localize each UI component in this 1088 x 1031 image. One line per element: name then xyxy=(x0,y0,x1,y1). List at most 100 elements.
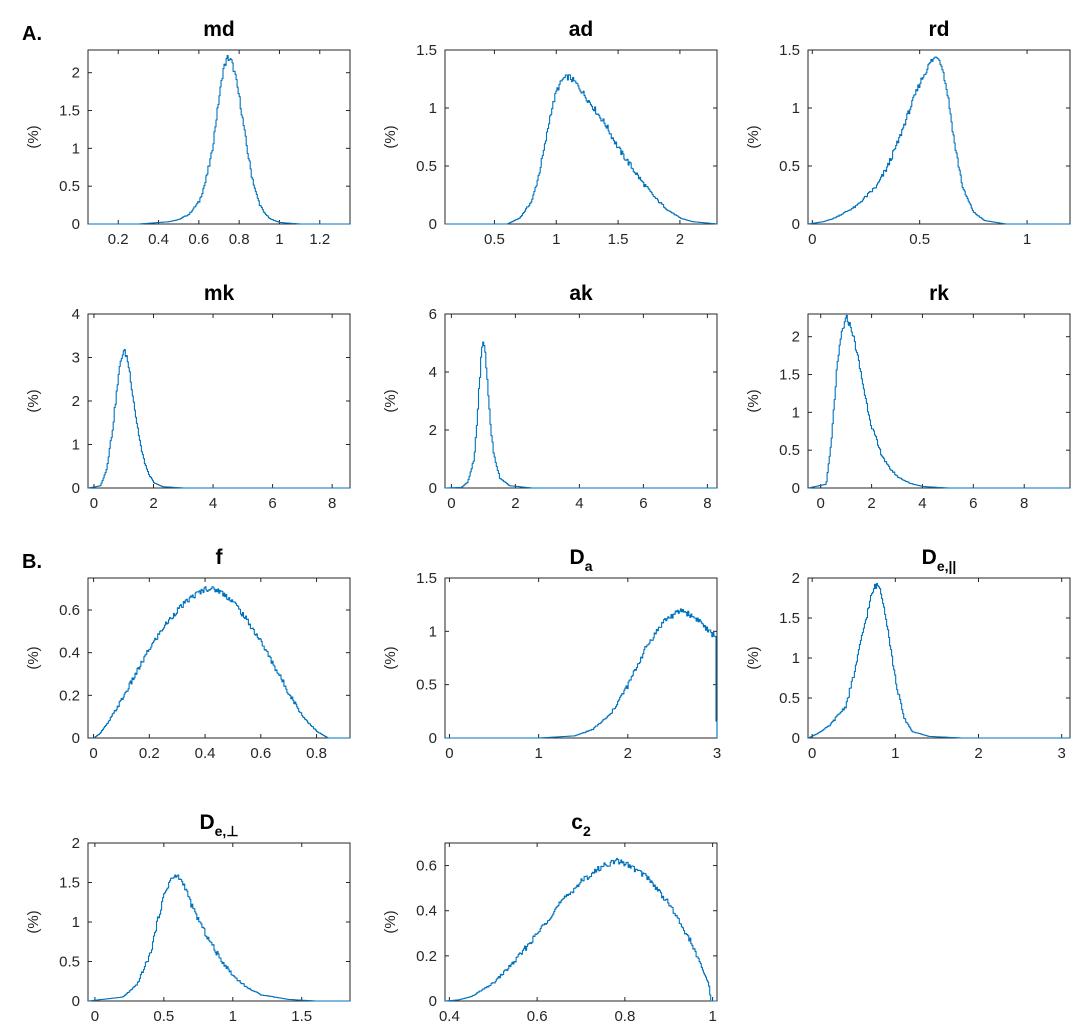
axes-box xyxy=(444,313,718,489)
y-tick-label: 2 xyxy=(429,422,437,439)
subplot-title-subscript: e,|| xyxy=(937,558,957,574)
y-tick-label: 1 xyxy=(792,404,800,421)
histogram-line-0 xyxy=(445,608,718,739)
y-axis-label: (%) xyxy=(382,646,399,669)
x-tick-label: 3 xyxy=(1058,745,1066,762)
y-axis-label: (%) xyxy=(25,389,42,412)
y-tick-label: 1 xyxy=(429,623,437,640)
y-tick-label: 0.5 xyxy=(59,954,80,971)
y-tick-label: 0 xyxy=(72,480,80,497)
x-tick-label: 8 xyxy=(328,495,336,512)
histogram-line-0 xyxy=(88,55,350,225)
subplot-title-subscript: e,⊥ xyxy=(215,823,239,839)
subplot-7: Da (%) 0 1 2 3 0 0.5 1 1.5 xyxy=(382,546,721,762)
histogram-line-0 xyxy=(445,341,717,489)
x-tick-label: 1 xyxy=(1023,231,1031,248)
x-tick-label: 1 xyxy=(229,1008,237,1025)
y-axis-label: (%) xyxy=(745,125,762,148)
axes-box xyxy=(87,577,351,739)
x-tick-label: 1.2 xyxy=(309,231,330,248)
x-tick-label: 0 xyxy=(445,745,453,762)
y-tick-label: 0.5 xyxy=(779,690,800,707)
y-axis-label: (%) xyxy=(25,910,42,933)
x-tick-label: 6 xyxy=(969,495,977,512)
axes-box xyxy=(807,49,1071,225)
histogram-line-0 xyxy=(445,74,718,225)
subplot-title: De,⊥ xyxy=(199,811,238,839)
y-tick-label: 1 xyxy=(72,140,80,157)
y-tick-label: 0 xyxy=(792,216,800,233)
subplot-5: rk (%) 0 2 4 6 8 0 0.5 1 1.5 2 xyxy=(745,282,1071,512)
y-tick-label: 0.5 xyxy=(416,677,437,694)
y-tick-label: 2 xyxy=(792,570,800,587)
y-tick-label: 1.5 xyxy=(779,42,800,59)
y-tick-label: 2 xyxy=(72,393,80,410)
subplot-title: md xyxy=(203,18,235,41)
x-tick-label: 0.5 xyxy=(153,1008,174,1025)
y-axis-label: (%) xyxy=(745,646,762,669)
y-tick-label: 0 xyxy=(72,993,80,1010)
subplot-title: De,|| xyxy=(922,546,957,574)
histogram-line-0 xyxy=(88,874,350,1002)
x-tick-label: 0 xyxy=(89,745,97,762)
x-tick-label: 2 xyxy=(511,495,519,512)
subplot-title: rk xyxy=(929,282,949,305)
x-tick-label: 0 xyxy=(817,495,825,512)
axes-box xyxy=(87,842,351,1002)
y-axis-label: (%) xyxy=(382,125,399,148)
y-tick-label: 1 xyxy=(72,914,80,931)
subplot-title-main: ak xyxy=(569,282,593,305)
y-tick-label: 1.5 xyxy=(416,42,437,59)
subplot-title: f xyxy=(216,546,224,569)
y-tick-label: 0 xyxy=(792,730,800,747)
x-tick-label: 8 xyxy=(703,495,711,512)
y-tick-label: 2 xyxy=(792,329,800,346)
x-tick-label: 2 xyxy=(974,745,982,762)
x-tick-label: 0.8 xyxy=(614,1008,635,1025)
x-tick-label: 1 xyxy=(708,1008,716,1025)
y-tick-label: 0.5 xyxy=(779,442,800,459)
subplot-10: c2 (%) 0.4 0.6 0.8 1 0 0.2 0.4 0.6 xyxy=(382,811,718,1025)
x-tick-label: 1 xyxy=(534,745,542,762)
y-tick-label: 0.4 xyxy=(59,645,80,662)
x-tick-label: 8 xyxy=(1020,495,1028,512)
y-axis-label: (%) xyxy=(382,389,399,412)
axes-box xyxy=(807,577,1071,739)
y-tick-label: 0.5 xyxy=(779,158,800,175)
subplot-title: ad xyxy=(569,18,594,41)
x-tick-label: 0.5 xyxy=(484,231,505,248)
subplot-grid: md (%) 0.2 0.4 0.6 0.8 1 1.2 0 0.5 1 1.5 2 ad (%) 0.5 1 1… xyxy=(25,18,1071,1025)
y-tick-label: 0 xyxy=(429,216,437,233)
x-tick-label: 0.8 xyxy=(229,231,250,248)
x-tick-label: 0 xyxy=(808,745,816,762)
subplot-2: rd (%) 0 0.5 1 0 0.5 1 1.5 xyxy=(745,18,1071,248)
x-tick-label: 0.4 xyxy=(439,1008,460,1025)
panel-label-a: A. xyxy=(22,23,42,45)
y-tick-label: 1 xyxy=(792,100,800,117)
subplot-title: ak xyxy=(569,282,593,305)
subplot-title-main: D xyxy=(570,546,585,569)
axes-box xyxy=(807,313,1071,489)
axes-box xyxy=(444,49,718,225)
x-tick-label: 0.4 xyxy=(195,745,216,762)
x-tick-label: 0 xyxy=(447,495,455,512)
y-tick-label: 0 xyxy=(429,993,437,1010)
subplot-title: mk xyxy=(204,282,235,305)
y-tick-label: 6 xyxy=(429,306,437,323)
axes-box xyxy=(87,49,351,225)
x-tick-label: 0.2 xyxy=(139,745,160,762)
x-tick-label: 4 xyxy=(575,495,583,512)
y-tick-label: 0.5 xyxy=(59,178,80,195)
y-tick-label: 0 xyxy=(792,480,800,497)
subplot-title: rd xyxy=(929,18,950,41)
subplot-8: De,|| (%) 0 1 2 3 0 0.5 1 1.5 2 xyxy=(745,546,1071,762)
x-tick-label: 3 xyxy=(713,745,721,762)
subplot-6: f (%) 0 0.2 0.4 0.6 0.8 0 0.2 0.4 0.6 xyxy=(25,546,351,762)
x-tick-label: 0.4 xyxy=(148,231,169,248)
y-axis-label: (%) xyxy=(25,125,42,148)
x-tick-label: 1 xyxy=(275,231,283,248)
subplot-title-main: mk xyxy=(204,282,235,305)
x-tick-label: 2 xyxy=(867,495,875,512)
x-tick-label: 1.5 xyxy=(608,231,629,248)
